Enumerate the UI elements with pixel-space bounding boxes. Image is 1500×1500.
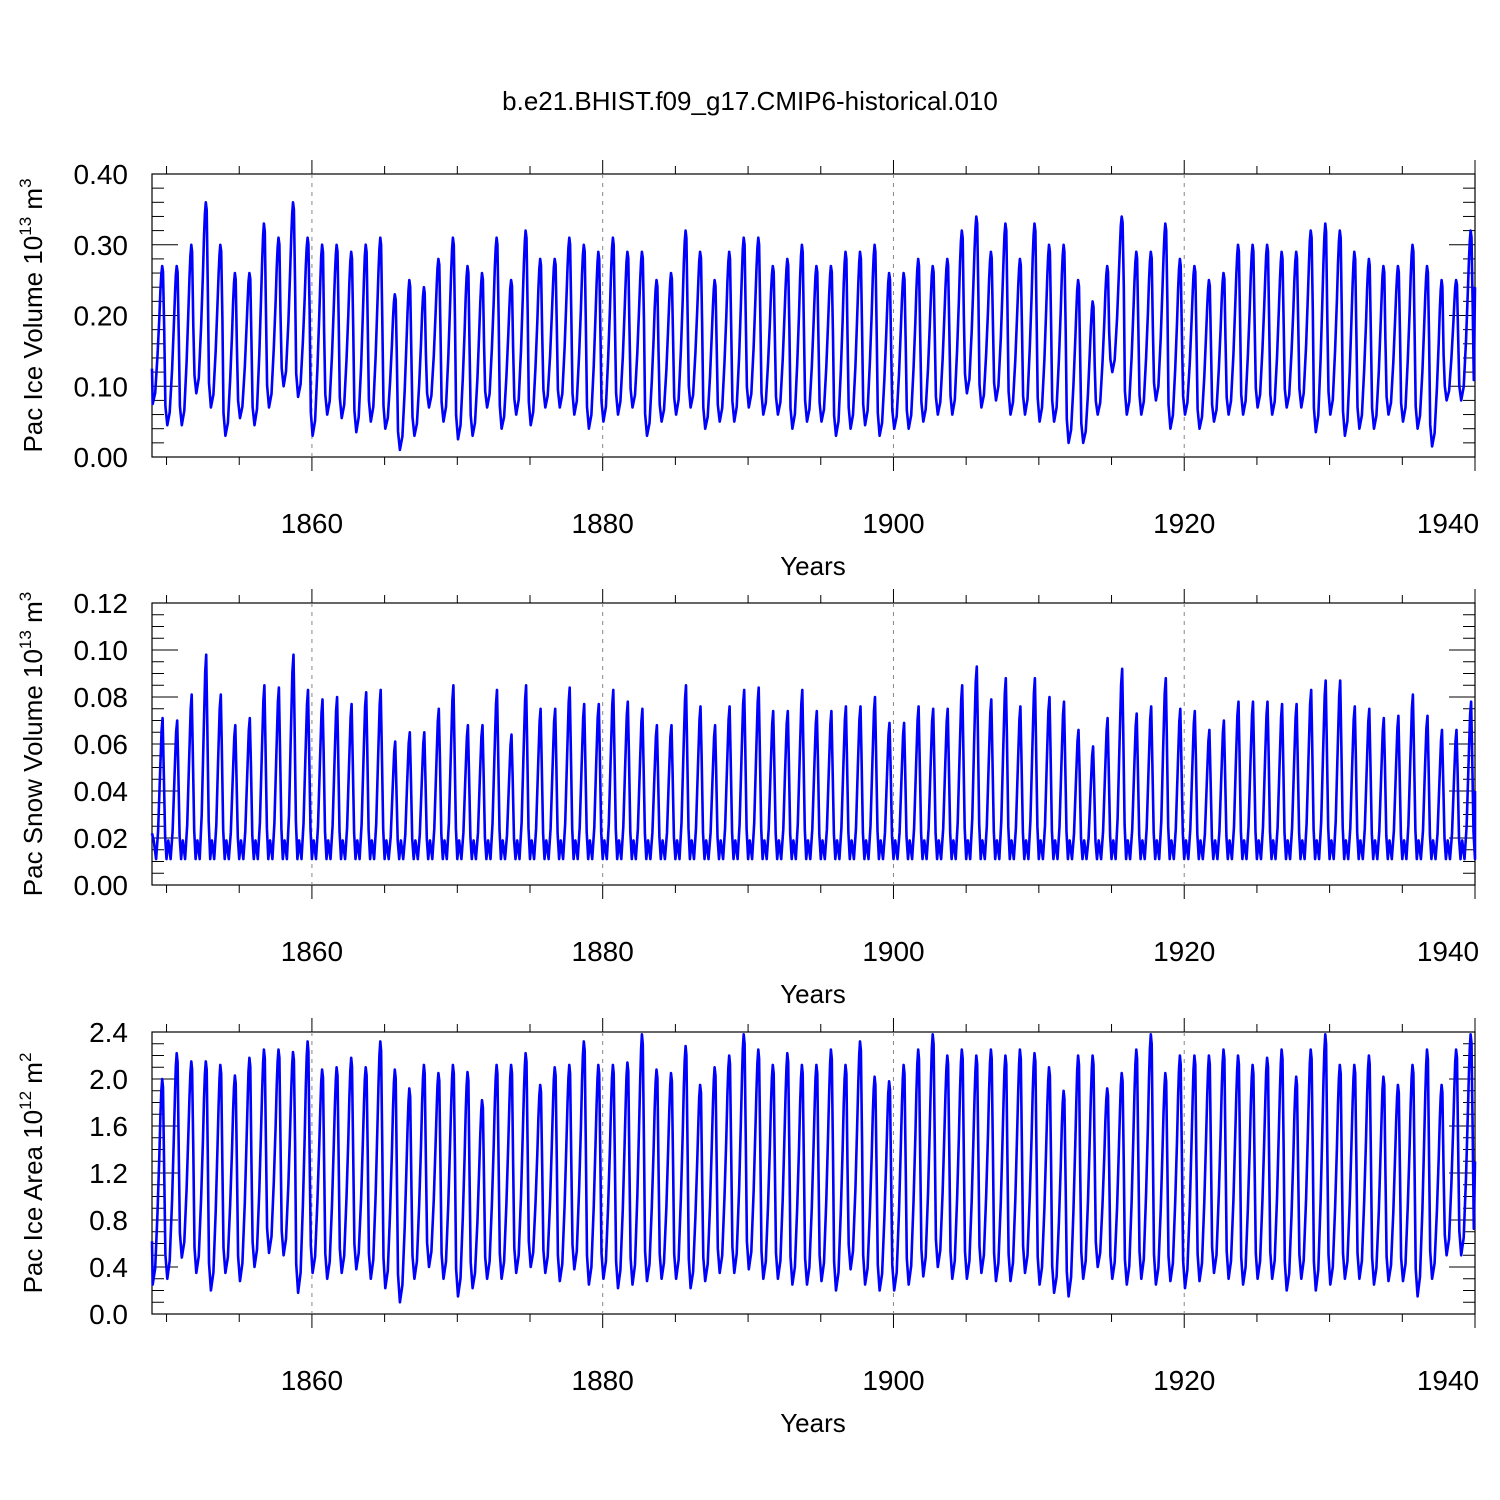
y-tick-label: 0.20 [74,301,129,332]
pac-snow-volume-panel: 0.00 0.02 0.04 0.06 0.08 0.10 0.12 1860 1880 1900… [16,588,1479,1009]
y-tick-label: 0.30 [74,230,129,261]
x-tick-label: 1880 [572,936,634,967]
pac-ice-area-series-line [150,1033,1477,1304]
x-tick-label: 1880 [572,1365,634,1396]
y-tick-label: 0.10 [74,635,129,666]
y-tick-label: 2.0 [89,1064,128,1095]
pac-snow-volume-series-line [150,653,1477,861]
y-tick-label: 2.4 [89,1017,128,1048]
y-tick-label: 0.40 [74,159,129,190]
x-tick-label: 1880 [572,508,634,539]
x-tick-label: 1940 [1417,936,1479,967]
x-tick-label: 1940 [1417,1365,1479,1396]
x-tick-label: 1920 [1153,1365,1215,1396]
x-tick-label: 1860 [281,1365,343,1396]
x-axis-label: Years [780,551,846,581]
x-tick-label: 1860 [281,508,343,539]
y-tick-label: 0.02 [74,823,129,854]
y-tick-label: 1.6 [89,1111,128,1142]
y-tick-label: 0.00 [74,870,129,901]
y-axis-label: Pac Ice Area 1012 m2 [16,1053,48,1294]
x-tick-label: 1920 [1153,936,1215,967]
y-tick-label: 0.00 [74,442,129,473]
y-tick-label: 0.06 [74,729,129,760]
y-axis-label: Pac Ice Volume 1013 m3 [16,178,48,452]
chart-title: b.e21.BHIST.f09_g17.CMIP6-historical.010 [502,86,998,116]
x-tick-label: 1900 [862,1365,924,1396]
x-tick-label: 1900 [862,508,924,539]
x-axis-label: Years [780,1408,846,1438]
y-tick-label: 0.08 [74,682,129,713]
y-axis-label: Pac Snow Volume 1013 m3 [16,592,48,896]
x-tick-label: 1920 [1153,508,1215,539]
x-axis-label: Years [780,979,846,1009]
x-tick-label: 1940 [1417,508,1479,539]
y-tick-label: 0.04 [74,776,129,807]
y-tick-label: 0.0 [89,1299,128,1330]
y-tick-label: 0.8 [89,1205,128,1236]
x-tick-label: 1860 [281,936,343,967]
y-tick-label: 0.4 [89,1252,128,1283]
y-tick-label: 0.12 [74,588,129,619]
pac-ice-volume-panel: 0.00 0.10 0.20 0.30 0.40 1860 1880 1900 1920 1940… [16,159,1479,581]
pac-ice-area-panel: 0.0 0.4 0.8 1.2 1.6 2.0 2.4 1860 1880 1900 1920 194… [16,1017,1479,1438]
x-tick-label: 1900 [862,936,924,967]
panels: 0.00 0.10 0.20 0.30 0.40 1860 1880 1900 1920 1940… [16,159,1479,1438]
pac-ice-volume-series-line [150,201,1477,452]
y-tick-label: 1.2 [89,1158,128,1189]
y-tick-label: 0.10 [74,371,129,402]
